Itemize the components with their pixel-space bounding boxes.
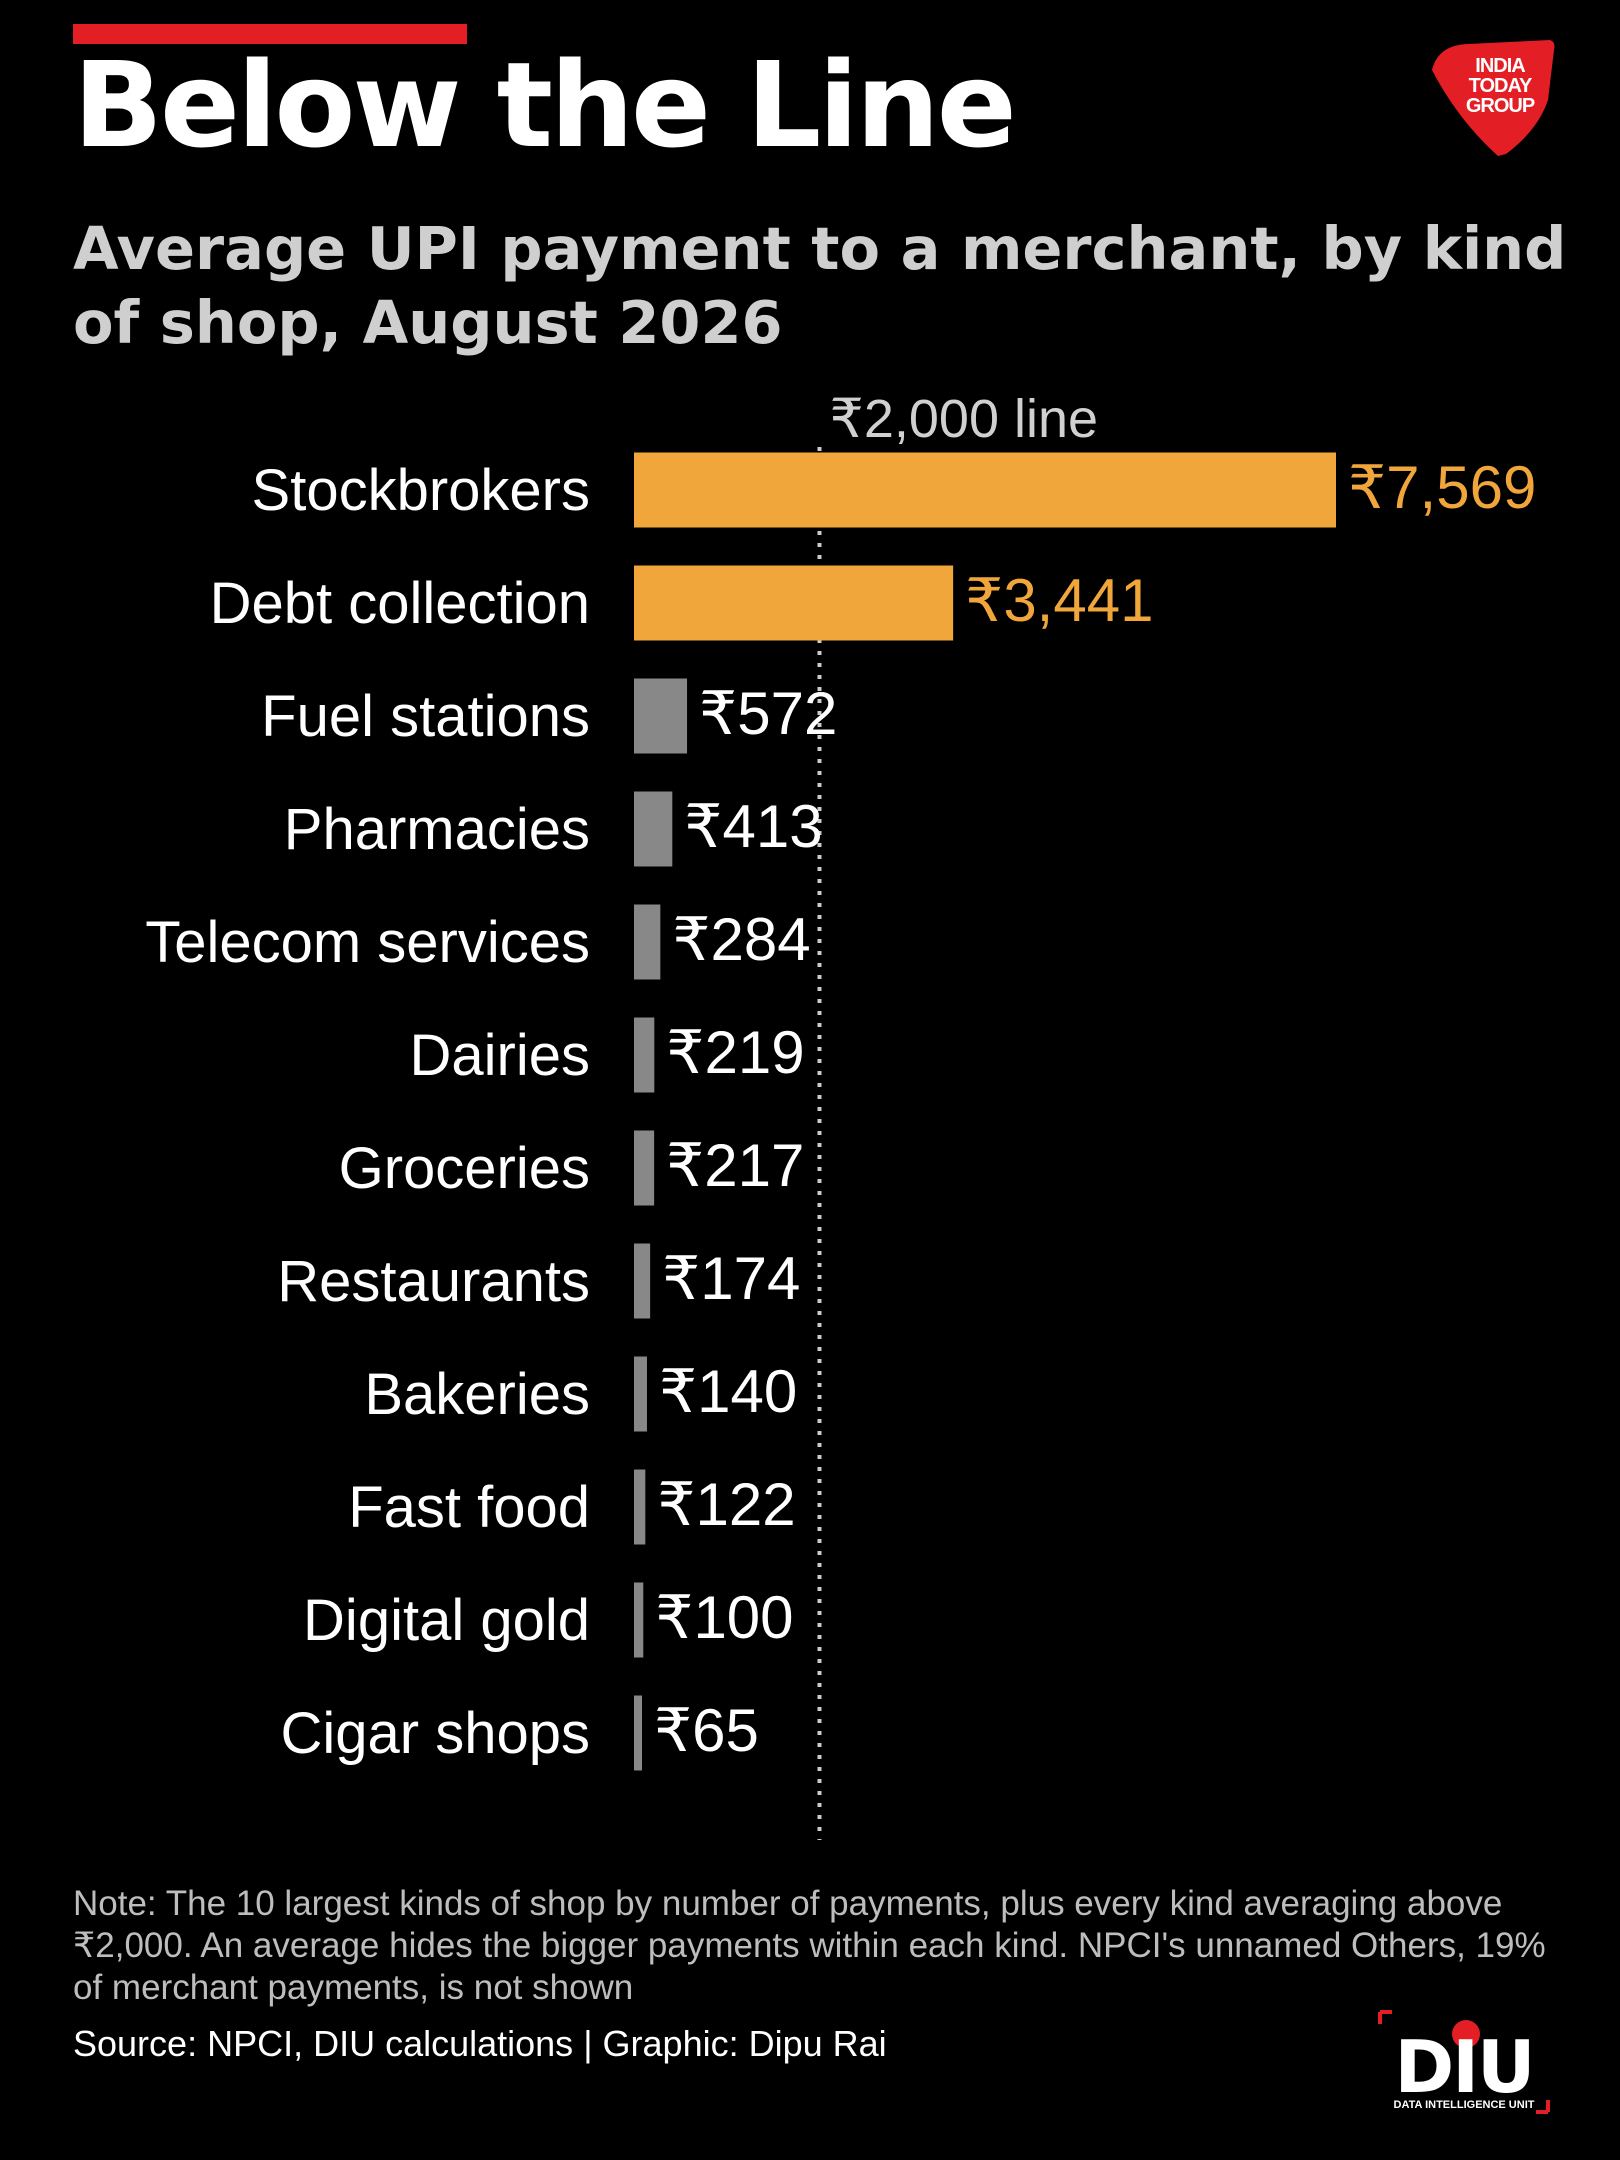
page-title: Below the Line [73, 36, 1017, 174]
logo-line-2: TODAY [1469, 75, 1533, 97]
category-label: Debt collection [210, 571, 590, 636]
diu-logo-text: DIU [1394, 2025, 1533, 2109]
bar [634, 904, 661, 980]
value-label: ₹7,569 [1348, 454, 1536, 521]
diu-globe-dot [1452, 2020, 1480, 2048]
value-label: ₹174 [662, 1245, 800, 1312]
bar [634, 678, 688, 754]
category-label: Pharmacies [284, 797, 590, 862]
bar [634, 1130, 655, 1206]
category-label: Groceries [339, 1136, 590, 1201]
bar [634, 1582, 644, 1658]
category-label: Restaurants [277, 1249, 590, 1314]
bar [634, 1469, 646, 1545]
bar [634, 1243, 651, 1319]
bar [634, 1356, 647, 1432]
bar [634, 791, 673, 867]
category-label: Stockbrokers [252, 458, 590, 523]
value-label: ₹219 [666, 1019, 804, 1086]
category-label: Telecom services [145, 910, 590, 975]
category-label: Dairies [410, 1023, 591, 1088]
value-label: ₹122 [657, 1471, 795, 1538]
bar-chart: ₹2,000 line Stockbrokers ₹7,569 Debt collec… [145, 395, 1536, 1840]
logo-line-1: INDIA [1475, 55, 1525, 77]
value-label: ₹65 [654, 1697, 759, 1764]
bar [634, 565, 954, 641]
category-label: Fast food [348, 1475, 590, 1540]
value-label: ₹100 [655, 1584, 793, 1651]
bar [634, 452, 1336, 528]
category-label: Cigar shops [281, 1701, 590, 1766]
diu-logo: DIU DATA INTELLIGENCE UNIT [1378, 2010, 1550, 2114]
category-label: Fuel stations [261, 684, 590, 749]
bar [634, 1017, 655, 1093]
diu-corner-bottom-right [1536, 2100, 1550, 2114]
category-label: Bakeries [364, 1362, 590, 1427]
chart-note: Note: The 10 largest kinds of shop by nu… [73, 1884, 1546, 2007]
value-label: ₹413 [684, 793, 822, 860]
value-label: ₹140 [659, 1358, 797, 1425]
diu-logo-caption: DATA INTELLIGENCE UNIT [1394, 2099, 1535, 2111]
value-label: ₹572 [699, 680, 837, 747]
title-accent-bar [73, 24, 467, 44]
chart-subtitle: Average UPI payment to a merchant, by ki… [73, 214, 1567, 357]
value-label: ₹217 [666, 1132, 804, 1199]
chart-source: Source: NPCI, DIU calculations | Graphic… [73, 2023, 887, 2064]
bar [634, 1695, 642, 1771]
logo-line-3: GROUP [1466, 95, 1535, 117]
category-label: Digital gold [303, 1588, 590, 1653]
value-label: ₹3,441 [965, 567, 1153, 634]
india-today-group-logo: INDIA TODAY GROUP [1432, 40, 1555, 156]
value-label: ₹284 [672, 906, 810, 973]
logo-shield-shape [1432, 40, 1555, 156]
reference-line-label: ₹2,000 line [829, 395, 1098, 449]
diu-corner-top-left [1378, 2010, 1392, 2024]
